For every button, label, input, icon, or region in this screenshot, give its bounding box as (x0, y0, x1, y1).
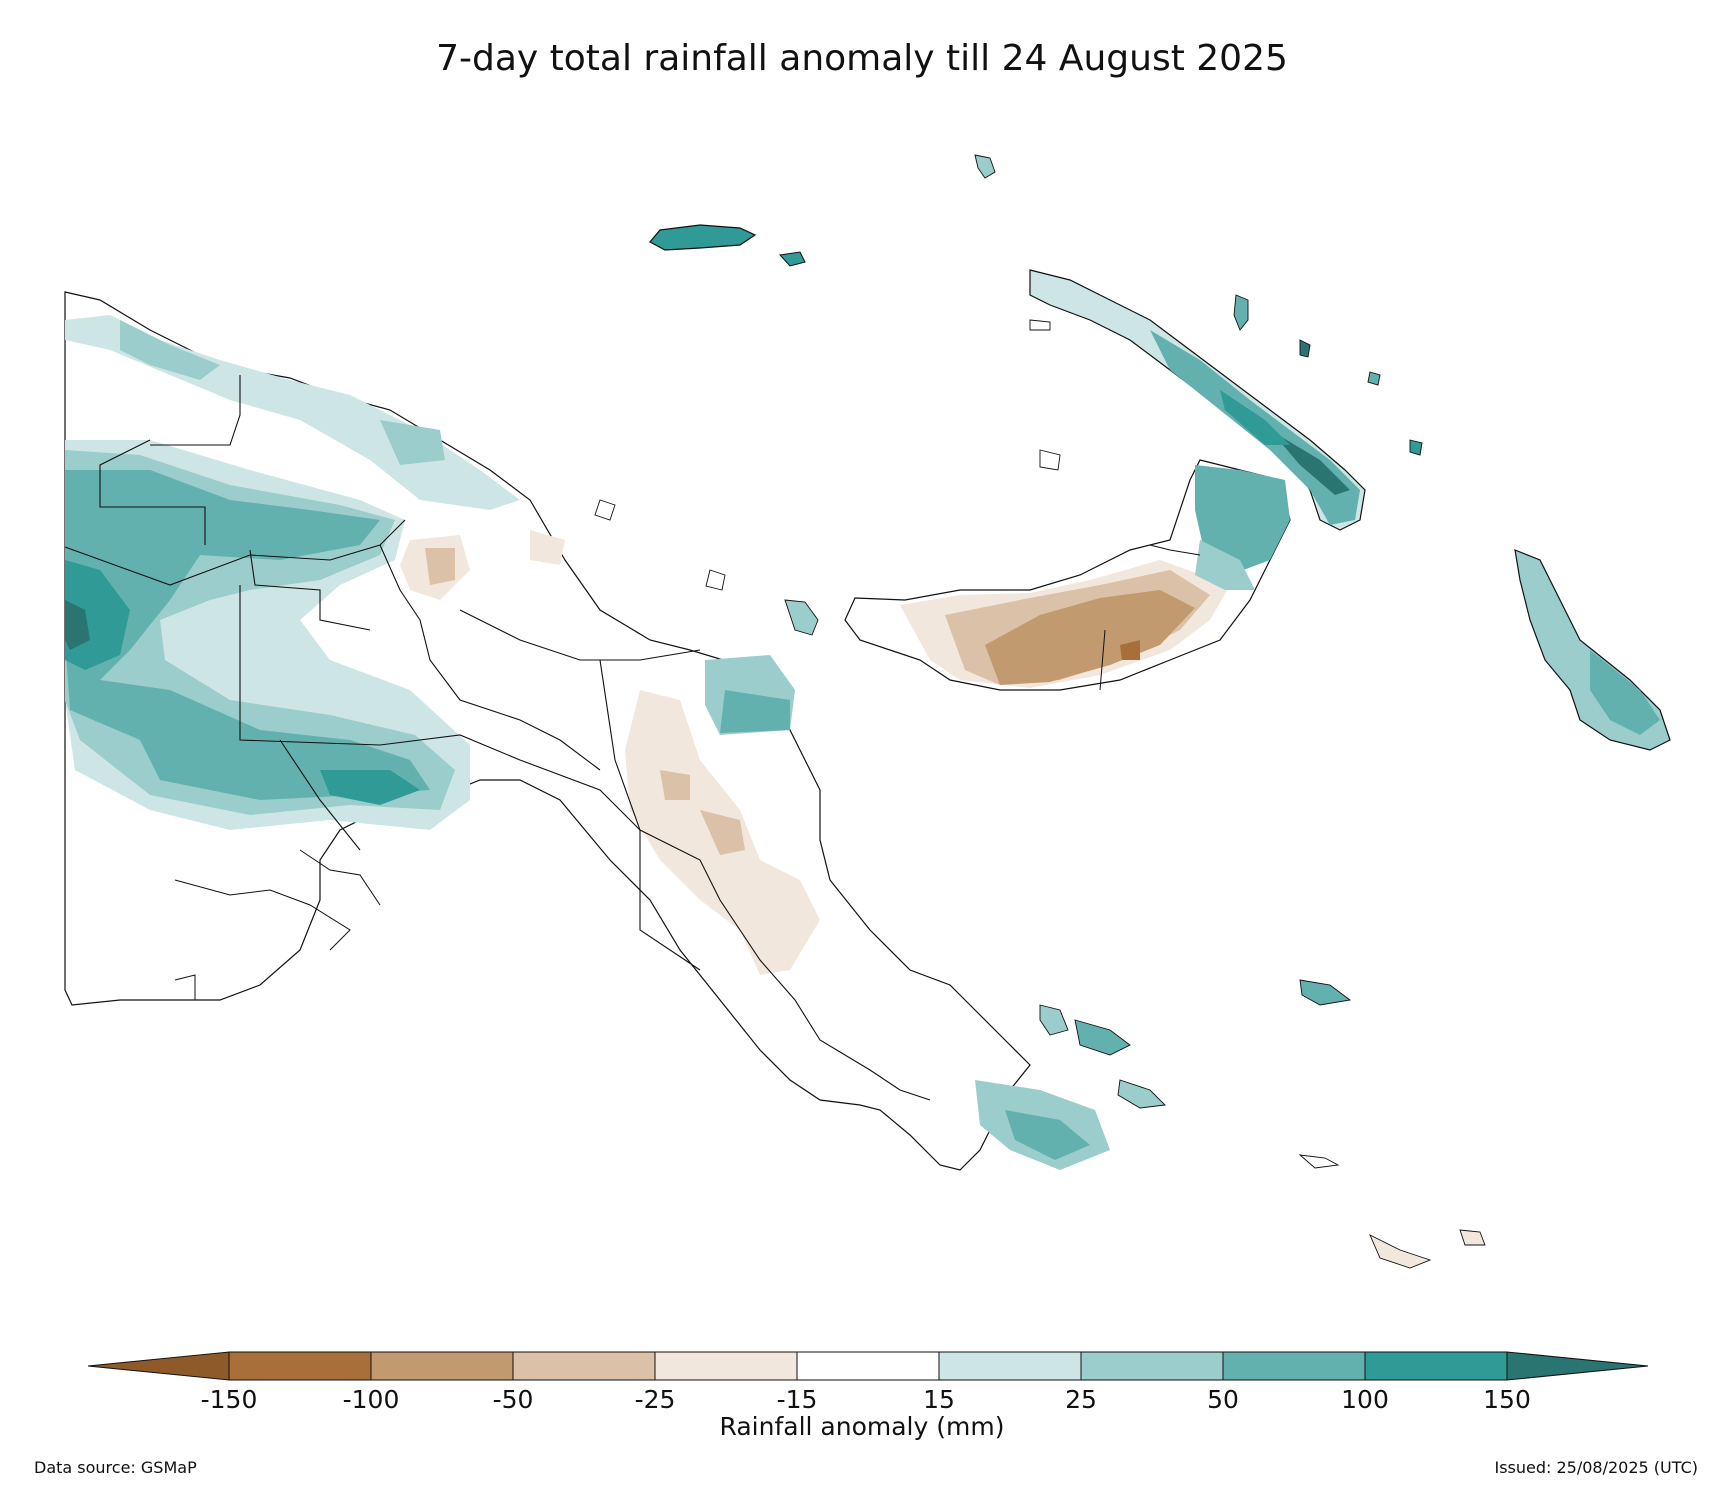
colorbar-tick-label: 50 (1207, 1385, 1239, 1410)
rainfall-anomaly-map (64, 154, 1671, 1269)
anomaly-area-madang-core (720, 690, 790, 733)
anomaly-area-east-dry-core (660, 770, 745, 855)
colorbar-tick-label: -25 (635, 1385, 676, 1410)
colorbar-bin (654, 1351, 798, 1381)
anomaly-area-north-coast-core (120, 320, 445, 465)
colorbar-tick-label: -100 (343, 1385, 400, 1410)
manus-island (649, 224, 806, 267)
colorbar: -150 -100 -50 -25 -15 15 25 50 100 150 (87, 1351, 1649, 1410)
colorbar-bin (1364, 1351, 1508, 1381)
colorbar-bin (1222, 1351, 1366, 1381)
anomaly-area-100-150 (65, 560, 420, 805)
colorbar-tick-label: 15 (923, 1385, 955, 1410)
manus-outline (649, 224, 757, 251)
new-britain (844, 459, 1291, 691)
colorbar-bin (938, 1351, 1082, 1381)
colorbar-tick-label: 150 (1483, 1385, 1531, 1410)
fly-river-delta (174, 849, 381, 1000)
bougainville (1514, 549, 1671, 751)
anomaly-area-gazelle-light (1195, 540, 1255, 590)
colorbar-tick-label: 100 (1341, 1385, 1389, 1410)
anomaly-area-over-150 (65, 600, 90, 650)
colorbar-bin (796, 1351, 940, 1381)
anomaly-area-highlands-dry-core (425, 548, 455, 585)
new-ireland (1029, 269, 1366, 531)
colorbar-tick-label: -50 (493, 1385, 534, 1410)
anomaly-area-gazelle (1195, 465, 1290, 575)
anomaly-area-bougainville-core (1590, 650, 1660, 735)
colorbar-over-arrow (1506, 1351, 1649, 1381)
colorbar-bin (512, 1351, 656, 1381)
colorbar-under-arrow (87, 1351, 230, 1381)
anomaly-area-new-ireland-core (1270, 430, 1350, 495)
colorbar-tick-label: -15 (777, 1385, 818, 1410)
map-title: 7-day total rainfall anomaly till 24 Aug… (436, 38, 1288, 79)
data-source: Data source: GSMaP (34, 1458, 197, 1477)
anomaly-area-milne-bay-core (1005, 1110, 1090, 1160)
colorbar-bin (228, 1351, 372, 1381)
province-boundaries (64, 375, 931, 1101)
anomaly-area-new-ireland-strong (1220, 390, 1290, 445)
issued-date: Issued: 25/08/2025 (UTC) (1494, 1458, 1698, 1477)
mainland-anomaly-west (65, 315, 1110, 1170)
colorbar-tick-label: 25 (1065, 1385, 1097, 1410)
anomaly-area-new-britain-dry-max (1120, 640, 1140, 660)
colorbar-tick-label: -150 (201, 1385, 258, 1410)
anomaly-area-new-britain-dry-core (985, 590, 1195, 685)
small-islands (594, 154, 1486, 1269)
colorbar-bin (370, 1351, 514, 1381)
anomaly-area-50-100 (65, 470, 430, 800)
colorbar-label: Rainfall anomaly (mm) (719, 1412, 1005, 1441)
colorbar-bin (1080, 1351, 1224, 1381)
